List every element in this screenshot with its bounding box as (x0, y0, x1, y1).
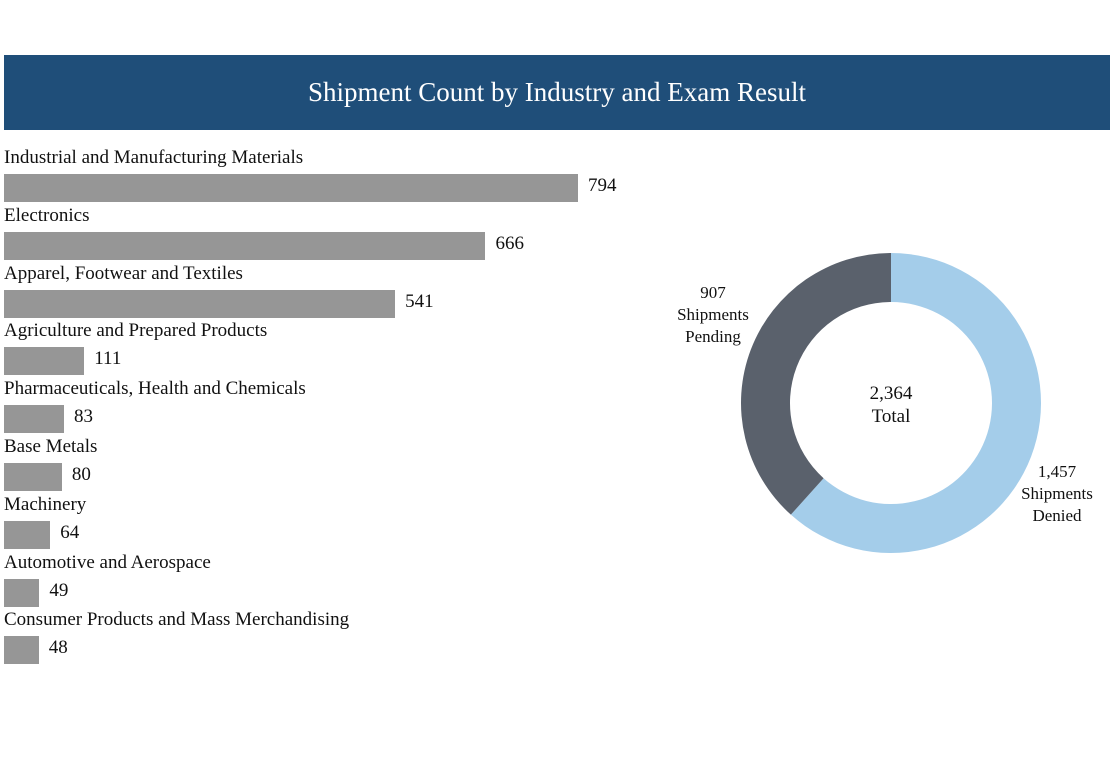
bar-category-label: Electronics (4, 204, 90, 226)
bar-category-label: Industrial and Manufacturing Materials (4, 147, 304, 168)
bar-category-label: Agriculture and Prepared Products (4, 320, 268, 342)
donut-total-label: Total (872, 406, 911, 427)
donut-slice-text-label: Pending (685, 327, 741, 346)
donut-slice-text-label: Shipments (677, 305, 749, 324)
industry-bar-chart: Industrial and Manufacturing Materials 79… (4, 145, 654, 665)
bar-category-label: Pharmaceuticals, Health and Chemicals (4, 378, 306, 400)
bar (4, 462, 62, 491)
bar-row: Agriculture and Prepared Products 111 (4, 318, 654, 376)
donut-slice-value-label: 907 (700, 283, 726, 302)
bar-row: Machinery 64 (4, 492, 654, 550)
bar-value-label: 666 (495, 232, 524, 254)
chart-title: Shipment Count by Industry and Exam Resu… (308, 77, 806, 107)
bar (4, 347, 85, 376)
bar-value-label: 111 (94, 348, 122, 370)
bar-row: Apparel, Footwear and Textiles 541 (4, 261, 654, 319)
bar (4, 289, 396, 318)
bar (4, 405, 64, 434)
donut-slice-text-label: Denied (1032, 506, 1082, 525)
bar (4, 520, 51, 549)
bar-category-label: Apparel, Footwear and Textiles (4, 262, 243, 284)
bar-row: Industrial and Manufacturing Materials 79… (4, 145, 654, 203)
bar-row: Pharmaceuticals, Health and Chemicals 83 (4, 376, 654, 434)
bar-value-label: 83 (74, 406, 93, 428)
bar-category-label: Automotive and Aerospace (4, 551, 211, 573)
bar-value-label: 49 (49, 579, 69, 601)
bar-value-label: 48 (48, 637, 68, 659)
bar-value-label: 80 (71, 463, 91, 485)
bar-category-label: Base Metals (4, 435, 98, 457)
bar-value-label: 794 (588, 175, 617, 196)
donut-slice-text-label: Shipments (1021, 484, 1093, 503)
donut-slice (741, 253, 891, 515)
bar-row: Electronics 666 (4, 203, 654, 261)
bar (4, 636, 39, 665)
bar-value-label: 64 (60, 521, 80, 543)
donut-slice-value-label: 1,457 (1038, 462, 1077, 481)
bar-row: Automotive and Aerospace 49 (4, 550, 654, 608)
donut-total-value: 2,364 (870, 383, 913, 404)
bar-row: Consumer Products and Mass Merchandising… (4, 607, 654, 665)
bar-row: Base Metals 80 (4, 434, 654, 492)
bar (4, 231, 486, 260)
bar-category-label: Consumer Products and Mass Merchandising (4, 609, 350, 631)
bar (4, 578, 40, 607)
chart-header: Shipment Count by Industry and Exam Resu… (4, 55, 1110, 130)
bar-value-label: 541 (405, 290, 434, 312)
bar-category-label: Machinery (4, 493, 87, 515)
donut-slice (790, 253, 1042, 553)
bar (4, 174, 578, 202)
